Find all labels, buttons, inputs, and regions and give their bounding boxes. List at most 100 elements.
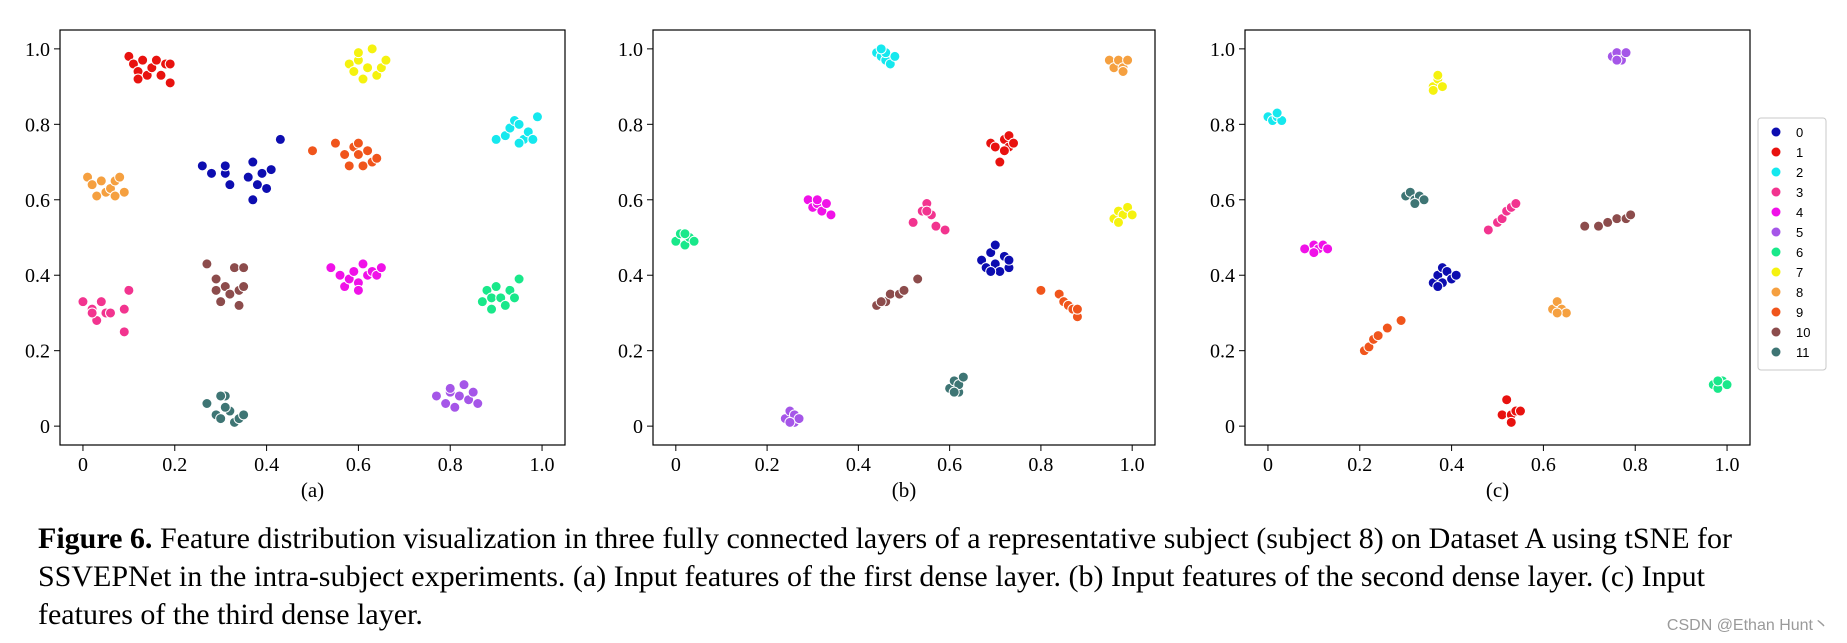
y-tick-label: 0.8 bbox=[618, 114, 643, 136]
data-point-class-0 bbox=[274, 133, 286, 145]
legend-label: 0 bbox=[1796, 125, 1803, 140]
data-point-class-1 bbox=[1514, 405, 1526, 417]
data-point-class-1 bbox=[164, 58, 176, 70]
data-point-class-8 bbox=[114, 171, 126, 183]
y-tick-label: 1.0 bbox=[25, 39, 50, 61]
data-point-class-7 bbox=[1432, 69, 1444, 81]
data-point-class-6 bbox=[513, 273, 525, 285]
data-point-class-5 bbox=[444, 382, 456, 394]
y-tick-label: 0 bbox=[633, 416, 643, 438]
data-point-class-2 bbox=[513, 118, 525, 130]
data-point-class-9 bbox=[343, 160, 355, 172]
y-tick-label: 1.0 bbox=[618, 39, 643, 61]
data-point-class-0 bbox=[985, 265, 997, 277]
data-point-class-1 bbox=[1501, 394, 1513, 406]
y-tick-label: 0 bbox=[1225, 416, 1235, 438]
data-point-class-7 bbox=[1436, 81, 1448, 93]
y-tick-label: 0.2 bbox=[1210, 341, 1235, 363]
data-point-class-7 bbox=[352, 47, 364, 59]
y-tick-label: 0.8 bbox=[1210, 114, 1235, 136]
data-point-class-11 bbox=[215, 390, 227, 402]
legend-marker-1 bbox=[1770, 146, 1782, 158]
data-point-class-0 bbox=[247, 156, 259, 168]
data-point-class-7 bbox=[380, 54, 392, 66]
data-point-class-11 bbox=[1418, 194, 1430, 206]
legend-marker-6 bbox=[1770, 246, 1782, 258]
data-point-class-10 bbox=[898, 284, 910, 296]
x-tick-label: 0.4 bbox=[254, 454, 279, 476]
panel-label: (c) bbox=[1486, 478, 1509, 502]
data-point-class-2 bbox=[513, 137, 525, 149]
data-point-class-9 bbox=[1035, 284, 1047, 296]
data-point-class-9 bbox=[339, 149, 351, 160]
data-point-class-0 bbox=[261, 182, 273, 194]
data-point-class-0 bbox=[1003, 254, 1015, 266]
x-tick-label: 1.0 bbox=[1120, 454, 1145, 476]
data-point-class-1 bbox=[1505, 416, 1517, 428]
data-point-class-4 bbox=[1322, 243, 1334, 255]
data-point-class-6 bbox=[509, 292, 520, 304]
data-point-class-1 bbox=[1496, 409, 1508, 421]
data-point-class-10 bbox=[1579, 220, 1591, 232]
legend-marker-4 bbox=[1770, 206, 1782, 218]
data-point-class-9 bbox=[1071, 303, 1083, 315]
legend-marker-0 bbox=[1770, 126, 1782, 138]
legend-box bbox=[1757, 117, 1827, 371]
data-point-class-10 bbox=[215, 296, 227, 308]
data-point-class-11 bbox=[201, 398, 213, 409]
data-point-class-5 bbox=[467, 386, 479, 398]
x-tick-label: 0.6 bbox=[1531, 454, 1556, 476]
data-point-class-11 bbox=[238, 409, 250, 421]
plot-frame bbox=[1244, 29, 1751, 446]
data-point-class-4 bbox=[352, 284, 364, 296]
data-point-class-3 bbox=[921, 205, 933, 217]
data-point-class-1 bbox=[164, 77, 176, 89]
data-point-class-10 bbox=[1593, 220, 1604, 232]
data-point-class-10 bbox=[1625, 209, 1637, 221]
data-point-class-7 bbox=[366, 43, 378, 55]
data-point-class-9 bbox=[1395, 315, 1407, 326]
figure-panels: 0 0.2 0.4 0.6 0.8 1.000.20.40.60.81.0(a)0 0.2 0… bbox=[25, 29, 1827, 502]
data-point-class-10 bbox=[210, 284, 222, 296]
data-point-class-0 bbox=[1450, 269, 1462, 281]
data-point-class-7 bbox=[1126, 209, 1138, 221]
data-point-class-9 bbox=[362, 145, 374, 157]
data-point-class-10 bbox=[224, 288, 236, 300]
y-tick-label: 1.0 bbox=[1210, 39, 1235, 61]
data-point-class-0 bbox=[251, 179, 263, 191]
y-tick-label: 0.2 bbox=[618, 341, 643, 363]
x-tick-label: 0.2 bbox=[162, 454, 187, 476]
data-point-class-10 bbox=[1602, 216, 1614, 228]
data-point-class-2 bbox=[527, 133, 539, 145]
data-point-class-3 bbox=[118, 303, 130, 315]
data-point-class-4 bbox=[334, 269, 346, 281]
data-point-class-0 bbox=[1432, 281, 1444, 293]
data-point-class-9 bbox=[352, 149, 364, 160]
legend: 0 1 2 3 4 5 6 7 8 9 10 11 bbox=[1757, 117, 1827, 371]
data-point-class-4 bbox=[820, 198, 832, 210]
data-point-class-8 bbox=[1551, 307, 1563, 319]
y-tick-label: 0.4 bbox=[25, 265, 50, 287]
data-point-class-1 bbox=[150, 54, 162, 66]
data-point-class-8 bbox=[109, 190, 121, 202]
data-point-class-6 bbox=[1712, 375, 1724, 387]
data-point-class-1 bbox=[989, 141, 1001, 153]
data-point-class-3 bbox=[118, 326, 130, 338]
x-tick-label: 0.4 bbox=[1439, 454, 1464, 476]
data-point-class-5 bbox=[453, 390, 465, 402]
x-tick-label: 0.2 bbox=[1347, 454, 1372, 476]
data-point-class-0 bbox=[196, 160, 208, 172]
data-point-class-10 bbox=[884, 288, 896, 300]
data-point-class-0 bbox=[206, 167, 217, 179]
legend-label: 3 bbox=[1796, 185, 1803, 200]
legend-label: 5 bbox=[1796, 225, 1803, 240]
legend-marker-5 bbox=[1770, 226, 1782, 238]
legend-label: 11 bbox=[1796, 345, 1810, 360]
legend-marker-9 bbox=[1770, 306, 1782, 318]
data-point-class-11 bbox=[215, 413, 227, 425]
data-point-class-5 bbox=[1611, 54, 1623, 66]
data-point-class-6 bbox=[486, 303, 498, 315]
panel-1: 0 0.2 0.4 0.6 0.8 1.0 0 0.2 0.4 0.6 0.8 1.0 (b) bbox=[618, 29, 1156, 502]
data-point-class-1 bbox=[1008, 137, 1020, 149]
x-tick-label: 0.6 bbox=[937, 454, 962, 476]
